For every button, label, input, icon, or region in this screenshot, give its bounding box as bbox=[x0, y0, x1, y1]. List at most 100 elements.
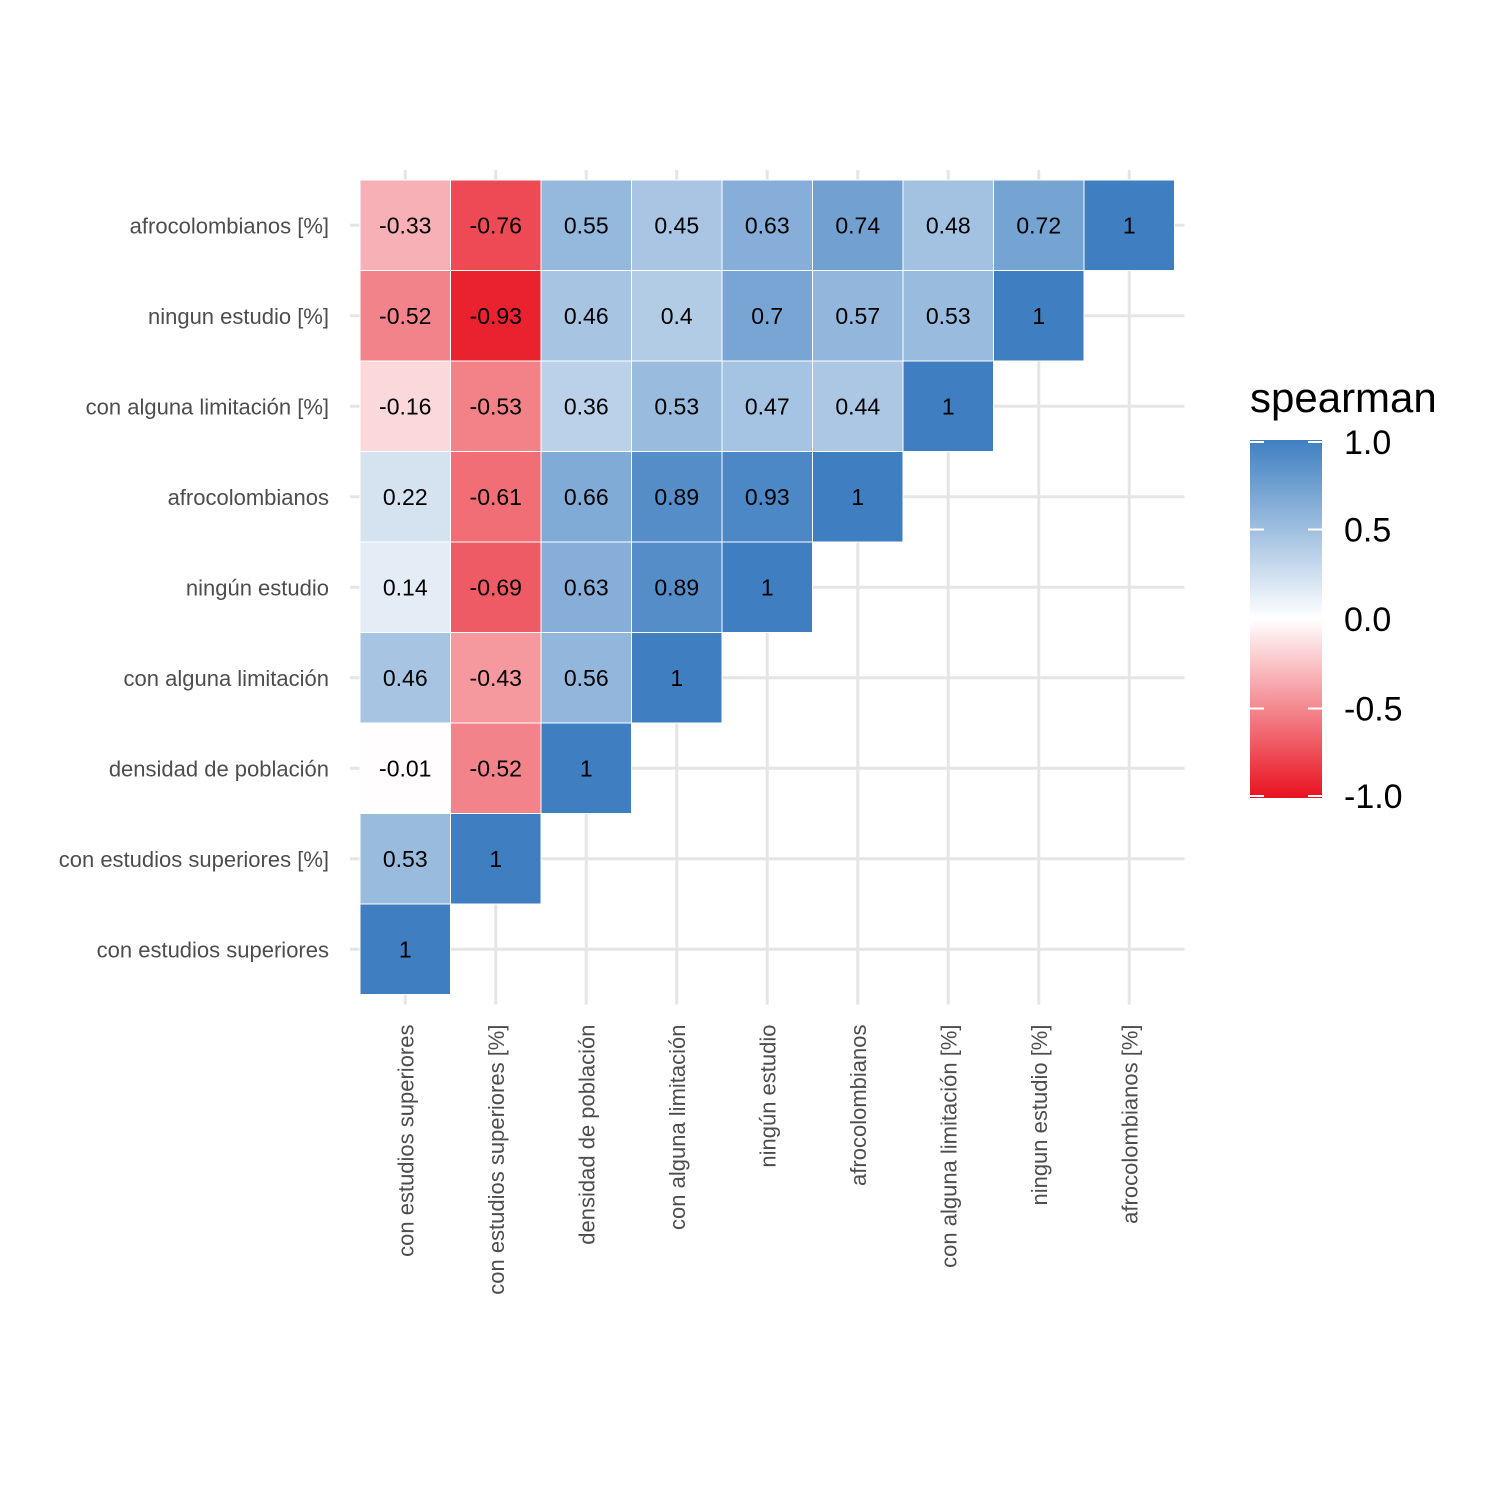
heatmap-tile bbox=[993, 179, 1085, 271]
heatmap-tile bbox=[631, 541, 723, 633]
heatmap-tile bbox=[450, 179, 542, 271]
heatmap-tile bbox=[812, 451, 904, 543]
heatmap-tile bbox=[359, 632, 451, 724]
y-tick-label: con alguna limitación bbox=[124, 666, 329, 691]
x-tick-label: afrocolombianos bbox=[846, 1025, 871, 1186]
legend-tick-label: 0.0 bbox=[1344, 601, 1391, 639]
heatmap-tile bbox=[902, 179, 994, 271]
y-tick-label: afrocolombianos bbox=[168, 485, 329, 510]
cell-value-label: -0.33 bbox=[379, 212, 431, 238]
cell-value-label: -0.69 bbox=[470, 574, 522, 600]
cell-value-label: -0.61 bbox=[470, 484, 522, 510]
cell-value-label: -0.52 bbox=[379, 303, 431, 329]
heatmap-tile bbox=[450, 451, 542, 543]
x-tick-label: ningun estudio [%] bbox=[1027, 1025, 1052, 1206]
heatmap-tile bbox=[631, 451, 723, 543]
x-tick-label: con estudios superiores bbox=[393, 1025, 418, 1257]
heatmap-tile bbox=[450, 541, 542, 633]
cell-value-label: 0.93 bbox=[745, 484, 790, 510]
x-tick-label: con alguna limitación [%] bbox=[936, 1025, 961, 1268]
heatmap-tile bbox=[721, 451, 813, 543]
legend-title: spearman bbox=[1250, 374, 1437, 421]
cell-value-label: 0.57 bbox=[835, 303, 880, 329]
cell-value-label: -0.01 bbox=[379, 755, 431, 781]
cell-value-label: 1 bbox=[942, 393, 955, 419]
legend: spearman 1.0 0.5 0.0 -0.5 -1.0 bbox=[1250, 374, 1437, 816]
heatmap-tile bbox=[631, 360, 723, 452]
y-axis-tick-labels: con estudios superiores con estudios supe… bbox=[59, 213, 329, 962]
cell-value-label: -0.52 bbox=[470, 755, 522, 781]
cell-value-label: 0.53 bbox=[654, 393, 699, 419]
y-tick-label: densidad de población bbox=[109, 756, 329, 781]
cell-value-label: 0.53 bbox=[926, 303, 971, 329]
cell-value-label: 1 bbox=[670, 665, 683, 691]
cell-labels: 1 0.53 1 -0.01 -0.52 1 0.46 -0.43 0.56 1 0.14 -0.69… bbox=[379, 212, 1136, 962]
heatmap-tile bbox=[631, 270, 723, 362]
cell-value-label: 0.74 bbox=[835, 212, 880, 238]
heatmap-tile bbox=[902, 360, 994, 452]
heatmap-tile bbox=[812, 179, 904, 271]
heatmap-tile bbox=[540, 179, 632, 271]
heatmap-tile bbox=[721, 179, 813, 271]
heatmap-tile bbox=[540, 722, 632, 814]
cell-value-label: 0.7 bbox=[751, 303, 783, 329]
x-tick-label: densidad de población bbox=[574, 1025, 599, 1245]
heatmap-tile bbox=[540, 270, 632, 362]
y-tick-label: ningun estudio [%] bbox=[148, 304, 329, 329]
legend-tick-label: 1.0 bbox=[1344, 424, 1391, 462]
heatmap-tile bbox=[721, 360, 813, 452]
cell-value-label: 1 bbox=[1032, 303, 1045, 329]
heatmap-tile bbox=[359, 360, 451, 452]
cell-value-label: 0.45 bbox=[654, 212, 699, 238]
cell-value-label: 0.46 bbox=[564, 303, 609, 329]
heatmap-tile bbox=[540, 360, 632, 452]
cell-value-label: 1 bbox=[761, 574, 774, 600]
cell-value-label: 0.44 bbox=[835, 393, 880, 419]
heatmap-tile bbox=[631, 179, 723, 271]
y-tick-label: con estudios superiores bbox=[97, 937, 329, 962]
cell-value-label: 0.14 bbox=[383, 574, 428, 600]
cell-value-label: -0.93 bbox=[470, 303, 522, 329]
y-tick-label: afrocolombianos [%] bbox=[130, 213, 329, 238]
cell-value-label: -0.76 bbox=[470, 212, 522, 238]
y-tick-label: con alguna limitación [%] bbox=[86, 394, 329, 419]
heatmap-tile bbox=[1083, 179, 1175, 271]
heatmap-tile bbox=[450, 632, 542, 724]
cell-value-label: 1 bbox=[580, 755, 593, 781]
heatmap-tile bbox=[812, 360, 904, 452]
heatmap-tile bbox=[721, 270, 813, 362]
heatmap-tile bbox=[359, 722, 451, 814]
heatmap-tile bbox=[359, 451, 451, 543]
cell-value-label: 0.63 bbox=[564, 574, 609, 600]
cell-value-label: 0.36 bbox=[564, 393, 609, 419]
heatmap-tile bbox=[631, 632, 723, 724]
cell-value-label: 0.72 bbox=[1016, 212, 1061, 238]
cell-value-label: 0.47 bbox=[745, 393, 790, 419]
legend-tick-label: -0.5 bbox=[1344, 691, 1403, 729]
cell-value-label: 0.4 bbox=[661, 303, 693, 329]
heatmap-tile bbox=[359, 541, 451, 633]
cell-value-label: 1 bbox=[851, 484, 864, 510]
heatmap-tile bbox=[540, 541, 632, 633]
cell-value-label: 0.55 bbox=[564, 212, 609, 238]
cell-value-label: 0.53 bbox=[383, 846, 428, 872]
heatmap-tile bbox=[450, 360, 542, 452]
heatmap-tiles bbox=[359, 179, 1175, 995]
cell-value-label: 0.46 bbox=[383, 665, 428, 691]
y-tick-label: ningún estudio bbox=[186, 575, 329, 600]
x-tick-label: con alguna limitación bbox=[665, 1025, 690, 1230]
x-tick-label: con estudios superiores [%] bbox=[484, 1025, 509, 1295]
cell-value-label: 0.48 bbox=[926, 212, 971, 238]
cell-value-label: 0.66 bbox=[564, 484, 609, 510]
x-tick-label: ningún estudio bbox=[755, 1025, 780, 1168]
heatmap-tile bbox=[993, 270, 1085, 362]
heatmap-tile bbox=[721, 541, 813, 633]
cell-value-label: 0.89 bbox=[654, 484, 699, 510]
heatmap-tile bbox=[540, 451, 632, 543]
cell-value-label: -0.53 bbox=[470, 393, 522, 419]
heatmap-tile bbox=[359, 270, 451, 362]
cell-value-label: -0.16 bbox=[379, 393, 431, 419]
cell-value-label: 1 bbox=[1123, 212, 1136, 238]
